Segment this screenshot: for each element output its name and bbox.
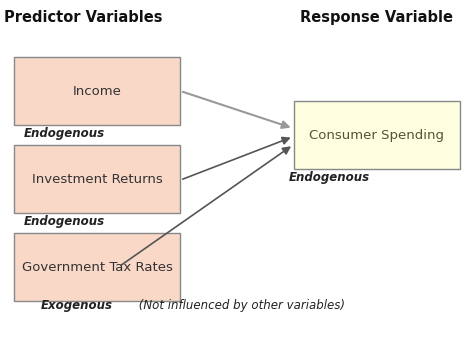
FancyBboxPatch shape (14, 57, 180, 125)
Text: (Not influenced by other variables): (Not influenced by other variables) (135, 299, 345, 312)
Text: Predictor Variables: Predictor Variables (4, 10, 162, 25)
FancyBboxPatch shape (14, 145, 180, 213)
Text: Income: Income (73, 85, 122, 98)
Text: Exogenous: Exogenous (40, 299, 112, 312)
Text: Consumer Spending: Consumer Spending (310, 129, 444, 142)
Text: Endogenous: Endogenous (23, 215, 105, 228)
Text: Response Variable: Response Variable (301, 10, 453, 25)
Text: Investment Returns: Investment Returns (32, 173, 163, 186)
Text: Endogenous: Endogenous (289, 171, 370, 184)
Text: Government Tax Rates: Government Tax Rates (22, 261, 173, 273)
FancyBboxPatch shape (14, 233, 180, 301)
FancyBboxPatch shape (294, 101, 460, 169)
Text: Endogenous: Endogenous (23, 127, 105, 140)
